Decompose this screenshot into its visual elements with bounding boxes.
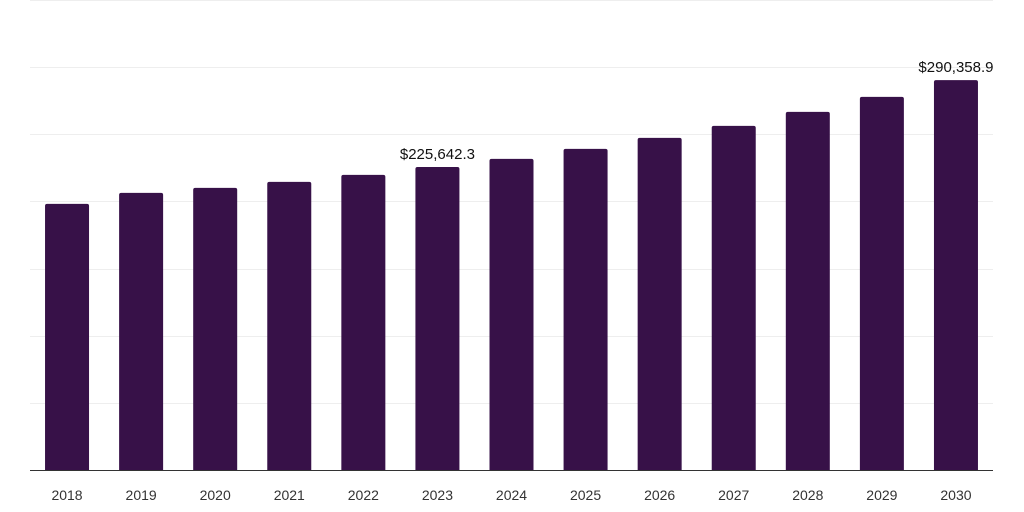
bar-2020 [193, 187, 238, 470]
data-label-2030: $290,358.9 [918, 59, 993, 76]
x-tick-label: 2022 [348, 487, 379, 503]
x-tick-label: 2018 [51, 487, 82, 503]
bar-2023 [415, 166, 460, 470]
x-tick-label: 2030 [940, 487, 971, 503]
bars [45, 80, 978, 471]
bar-2030 [933, 80, 978, 470]
bar-2019 [119, 192, 164, 470]
bar-2028 [785, 111, 830, 471]
x-tick-label: 2029 [866, 487, 897, 503]
x-tick-label: 2023 [422, 487, 453, 503]
bar-2029 [859, 96, 904, 470]
x-tick-label: 2025 [570, 487, 601, 503]
bar-2027 [711, 125, 756, 470]
data-labels: $225,642.3 $290,358.9 [400, 59, 994, 163]
x-tick-label: 2027 [718, 487, 749, 503]
bar-2021 [267, 181, 312, 470]
x-tick-label: 2026 [644, 487, 675, 503]
x-tick-label: 2020 [200, 487, 231, 503]
x-tick-label: 2021 [274, 487, 305, 503]
bar-2018 [45, 203, 90, 471]
x-axis-ticks: 2018 2019 2020 2021 2022 2023 2024 2025 2026 2027… [51, 487, 971, 503]
bar-2022 [341, 174, 386, 470]
x-tick-label: 2028 [792, 487, 823, 503]
x-tick-label: 2024 [496, 487, 527, 503]
data-label-2023: $225,642.3 [400, 146, 475, 163]
bar-2025 [563, 148, 608, 470]
x-tick-label: 2019 [126, 487, 157, 503]
bar-2026 [637, 137, 682, 470]
bar-2024 [489, 158, 534, 471]
